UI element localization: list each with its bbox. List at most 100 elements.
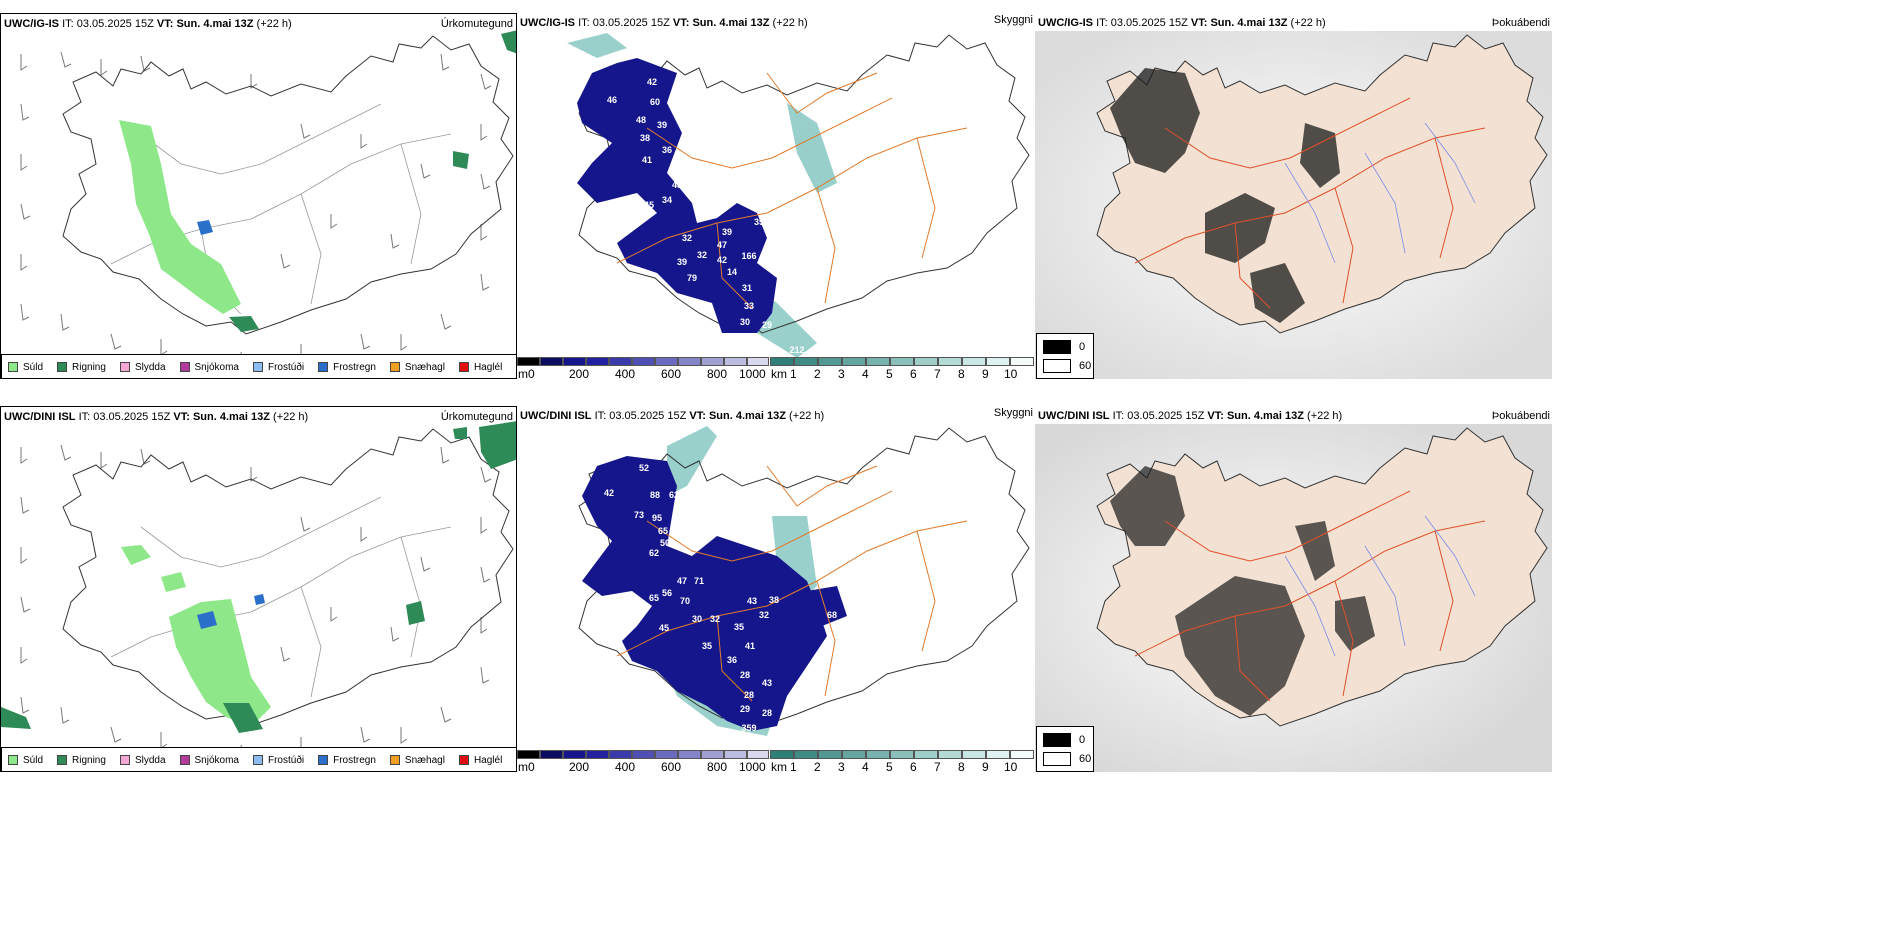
cloud-label: 38 xyxy=(769,595,779,605)
colorbar-tick: 1 xyxy=(790,760,797,772)
vis-legend-2: 0 60 xyxy=(1036,726,1094,772)
colorbar-segment xyxy=(818,357,842,366)
cloud-header-1: UWC/IG-IS IT: 03.05.2025 15Z VT: Sun. 4.… xyxy=(520,17,808,29)
colorbar-segment xyxy=(866,357,890,366)
colorbar-tick: 3 xyxy=(838,760,845,772)
cloud-label: 34 xyxy=(662,195,672,205)
cloud-label: 33 xyxy=(744,301,754,311)
rivers-2 xyxy=(1284,515,1476,657)
colorbar-segment xyxy=(818,750,842,759)
cloud-label: 56 xyxy=(662,588,672,598)
colorbar-unit: km xyxy=(771,760,787,772)
legend-item: Haglél xyxy=(458,362,502,373)
rain-areas-1 xyxy=(229,30,516,332)
legend-swatch xyxy=(179,755,190,765)
precip-legend-1: Súld Rigning Slydda Snjókoma Frostúði Fr… xyxy=(1,354,516,378)
colorbar-tick: 400 xyxy=(615,760,636,772)
cloud-label: 65 xyxy=(649,593,659,603)
legend-item: Rigning xyxy=(57,362,106,373)
legend-item: Snjókoma xyxy=(179,755,239,766)
blue-cloud-areas-2 xyxy=(582,456,847,731)
legend-swatch xyxy=(389,362,400,372)
colorbar-segment xyxy=(540,750,563,759)
cloud-label: 31 xyxy=(742,283,752,293)
cloud-label: 43 xyxy=(672,180,682,190)
colorbar-segment xyxy=(794,357,818,366)
legend-swatch xyxy=(179,362,190,372)
legend-swatch xyxy=(57,362,68,372)
cloud-label: 41 xyxy=(642,155,652,165)
fog-areas-1 xyxy=(1110,68,1340,323)
cloud-label: 79 xyxy=(687,273,697,283)
cloud-label: 45 xyxy=(659,623,669,633)
cloud-label: 35 xyxy=(754,217,764,227)
height-colorbar-2: m 0 200 400 600 800 1000 xyxy=(517,750,769,772)
colorbar-segment xyxy=(986,357,1010,366)
colorbar-tick: 9 xyxy=(982,760,989,772)
cloud-label: 39 xyxy=(657,120,667,130)
vis-legend-light-label: 60 xyxy=(1079,753,1092,765)
colorbar-tick: 200 xyxy=(569,760,590,772)
legend-item: Rigning xyxy=(57,755,106,766)
drizzle-areas-2 xyxy=(121,545,271,727)
cloud-title-2: Skyggni xyxy=(993,407,1033,419)
colorbar-segment xyxy=(632,357,655,366)
colorbar-tick: 400 xyxy=(615,367,636,379)
legend-swatch xyxy=(119,755,130,765)
freezing-rain-areas-1 xyxy=(197,220,213,235)
cloud-label: 47 xyxy=(717,240,727,250)
legend-swatch xyxy=(458,362,469,372)
cloud-label: 73 xyxy=(634,510,644,520)
legend-swatch xyxy=(252,755,263,765)
colorbar-tick: 5 xyxy=(886,760,893,772)
colorbar-segment xyxy=(563,750,586,759)
vis-legend-dark-label: 0 xyxy=(1079,341,1086,353)
colorbar-segment xyxy=(632,750,655,759)
cloud-label: 42 xyxy=(647,77,657,87)
colorbar-tick: 4 xyxy=(862,760,869,772)
cloud-label: 62 xyxy=(649,548,659,558)
legend-item: Súld xyxy=(8,755,43,766)
cloud-label: 38 xyxy=(640,133,650,143)
legend-swatch xyxy=(252,362,263,372)
precip-title-2: Úrkomutegund xyxy=(440,411,513,423)
cloud-label: 42 xyxy=(604,488,614,498)
cloud-label: 88 xyxy=(650,490,660,500)
blue-cloud-areas-1 xyxy=(577,58,777,333)
legend-item: Haglél xyxy=(458,755,502,766)
colorbar-segment xyxy=(842,357,866,366)
legend-swatch xyxy=(458,755,469,765)
colorbar-segment xyxy=(890,750,914,759)
vis-header-1: UWC/IG-IS IT: 03.05.2025 15Z VT: Sun. 4.… xyxy=(1038,17,1326,29)
vis-header-2: UWC/DINI ISL IT: 03.05.2025 15Z VT: Sun.… xyxy=(1038,410,1343,422)
colorbar-segment xyxy=(586,357,609,366)
cloud-label: 47 xyxy=(677,576,687,586)
cloud-label: 30 xyxy=(692,614,702,624)
cloud-label: 95 xyxy=(652,513,662,523)
colorbar-segment xyxy=(1010,750,1034,759)
precip-header-2: UWC/DINI ISL IT: 03.05.2025 15Z VT: Sun.… xyxy=(4,411,309,423)
colorbar-tick: 200 xyxy=(569,367,590,379)
colorbar-segment xyxy=(914,750,938,759)
cloud-label: 46 xyxy=(607,95,617,105)
legend-swatch xyxy=(8,362,18,372)
cloud-base-labels-1: 42 46 60 43 48 39 38 41 36 43 34 45 33 3… xyxy=(574,77,805,355)
cloud-label: 28 xyxy=(740,670,750,680)
vis-map-2 xyxy=(1035,424,1552,772)
colorbar-segment xyxy=(678,750,701,759)
cloud-label: 14 xyxy=(727,267,737,277)
cloud-title-1: Skyggni xyxy=(993,14,1033,26)
cloud-label: 30 xyxy=(740,317,750,327)
colorbar-segment xyxy=(609,750,632,759)
drizzle-areas-1 xyxy=(119,120,241,314)
colorbar-segment xyxy=(914,357,938,366)
cloud-label: 43 xyxy=(747,596,757,606)
legend-item: Súld xyxy=(8,362,43,373)
cloud-label: 50 xyxy=(660,538,670,548)
legend-swatch xyxy=(318,362,329,372)
colorbar-tick: 1 xyxy=(790,367,797,379)
colorbar-segment xyxy=(724,750,747,759)
colorbar-tick: 6 xyxy=(910,367,917,379)
colorbar-segment xyxy=(540,357,563,366)
rain-areas-2 xyxy=(1,421,516,733)
